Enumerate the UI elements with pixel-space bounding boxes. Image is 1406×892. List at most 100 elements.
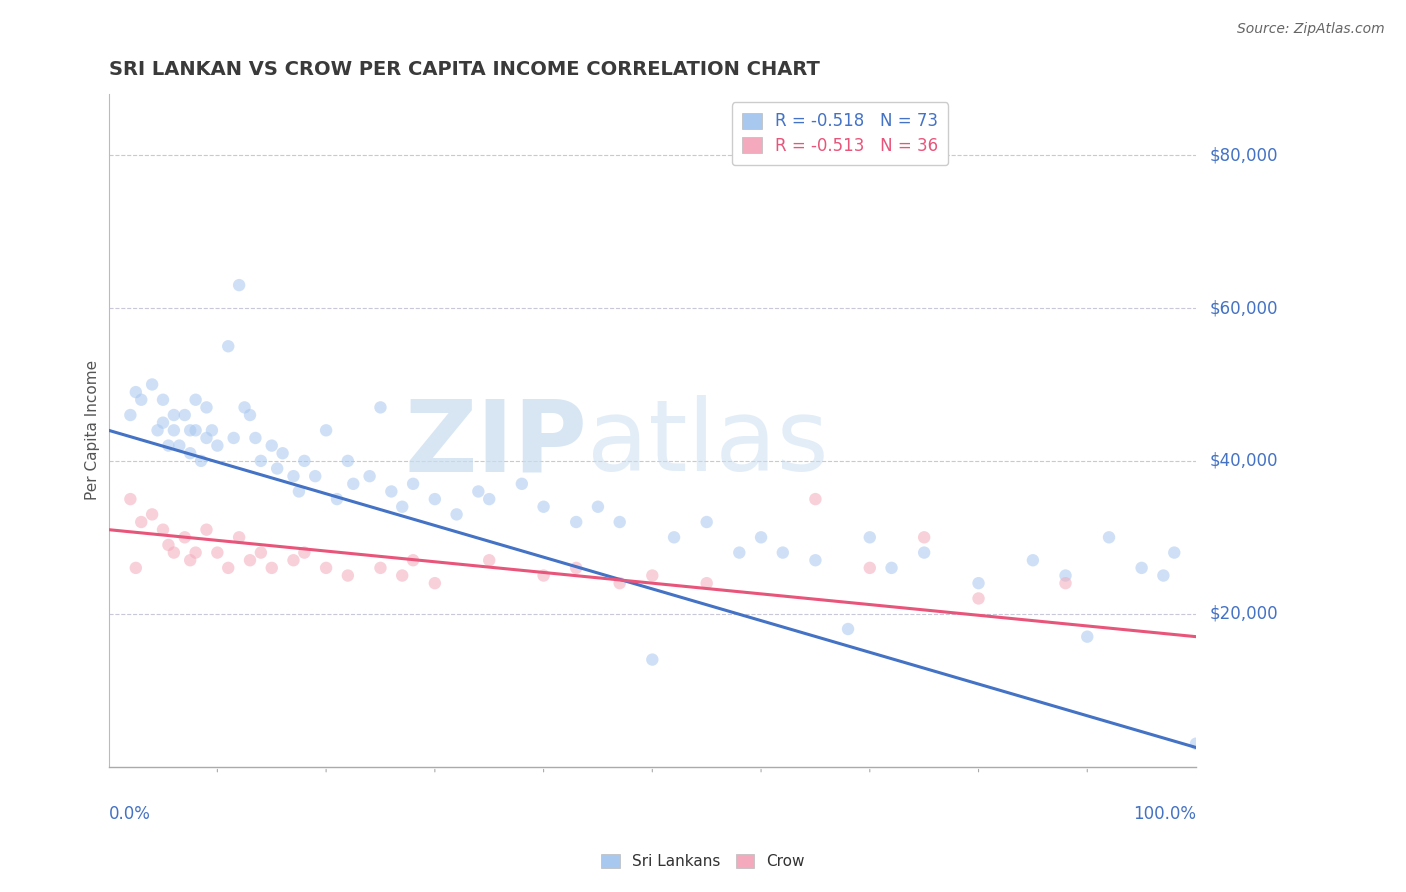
Point [179, 423, 201, 437]
Point [173, 530, 195, 544]
Point [157, 538, 180, 552]
Text: SRI LANKAN VS CROW PER CAPITA INCOME CORRELATION CHART: SRI LANKAN VS CROW PER CAPITA INCOME COR… [108, 60, 820, 78]
Point [152, 392, 174, 407]
Point [239, 553, 262, 567]
Point [228, 278, 250, 293]
Point [749, 530, 772, 544]
Point [1022, 553, 1045, 567]
Point [772, 546, 794, 560]
Point [609, 515, 631, 529]
Point [728, 546, 751, 560]
Point [292, 454, 315, 468]
Point [967, 591, 990, 606]
Point [146, 423, 169, 437]
Point [565, 561, 588, 575]
Point [402, 476, 425, 491]
Point [207, 439, 229, 453]
Point [510, 476, 533, 491]
Point [912, 546, 935, 560]
Point [173, 408, 195, 422]
Point [533, 500, 555, 514]
Point [304, 469, 326, 483]
Point [1130, 561, 1153, 575]
Point [250, 454, 273, 468]
Point [184, 423, 207, 437]
Point [423, 576, 446, 591]
Point [391, 568, 413, 582]
Point [641, 652, 664, 666]
Text: 0.0%: 0.0% [108, 805, 150, 823]
Point [184, 392, 207, 407]
Point [1163, 546, 1185, 560]
Point [912, 530, 935, 544]
Point [446, 508, 468, 522]
Point [402, 553, 425, 567]
Point [120, 492, 142, 507]
Point [239, 408, 262, 422]
Point [467, 484, 489, 499]
Point [266, 461, 288, 475]
Point [380, 484, 402, 499]
Point [292, 546, 315, 560]
Point [163, 408, 186, 422]
Point [245, 431, 267, 445]
Point [837, 622, 859, 636]
Text: $60,000: $60,000 [1211, 299, 1278, 317]
Point [359, 469, 381, 483]
Point [163, 423, 186, 437]
Point [1098, 530, 1121, 544]
Point [336, 454, 359, 468]
Text: ZIP: ZIP [404, 395, 588, 492]
Point [696, 576, 718, 591]
Point [125, 561, 148, 575]
Point [326, 492, 349, 507]
Legend: Sri Lankans, Crow: Sri Lankans, Crow [595, 848, 811, 875]
Point [315, 423, 337, 437]
Point [423, 492, 446, 507]
Point [662, 530, 685, 544]
Point [141, 377, 163, 392]
Point [157, 439, 180, 453]
Point [478, 492, 501, 507]
Point [207, 546, 229, 560]
Text: $20,000: $20,000 [1211, 605, 1278, 623]
Legend: R = -0.518   N = 73, R = -0.513   N = 36: R = -0.518 N = 73, R = -0.513 N = 36 [733, 103, 949, 165]
Point [478, 553, 501, 567]
Point [233, 401, 256, 415]
Point [152, 523, 174, 537]
Point [120, 408, 142, 422]
Point [260, 439, 283, 453]
Point [804, 553, 827, 567]
Text: atlas: atlas [588, 395, 828, 492]
Point [315, 561, 337, 575]
Point [342, 476, 364, 491]
Point [222, 431, 245, 445]
Point [370, 561, 392, 575]
Point [169, 439, 191, 453]
Point [260, 561, 283, 575]
Text: $80,000: $80,000 [1211, 146, 1278, 164]
Point [179, 446, 201, 460]
Point [179, 553, 201, 567]
Point [859, 561, 882, 575]
Point [609, 576, 631, 591]
Point [533, 568, 555, 582]
Point [283, 553, 305, 567]
Point [391, 500, 413, 514]
Point [125, 385, 148, 400]
Point [336, 568, 359, 582]
Point [696, 515, 718, 529]
Point [565, 515, 588, 529]
Point [1076, 630, 1098, 644]
Point [283, 469, 305, 483]
Point [641, 568, 664, 582]
Point [141, 508, 163, 522]
Point [1054, 576, 1077, 591]
Point [880, 561, 903, 575]
Point [271, 446, 294, 460]
Point [967, 576, 990, 591]
Point [228, 530, 250, 544]
Point [129, 392, 152, 407]
Point [195, 523, 218, 537]
Point [804, 492, 827, 507]
